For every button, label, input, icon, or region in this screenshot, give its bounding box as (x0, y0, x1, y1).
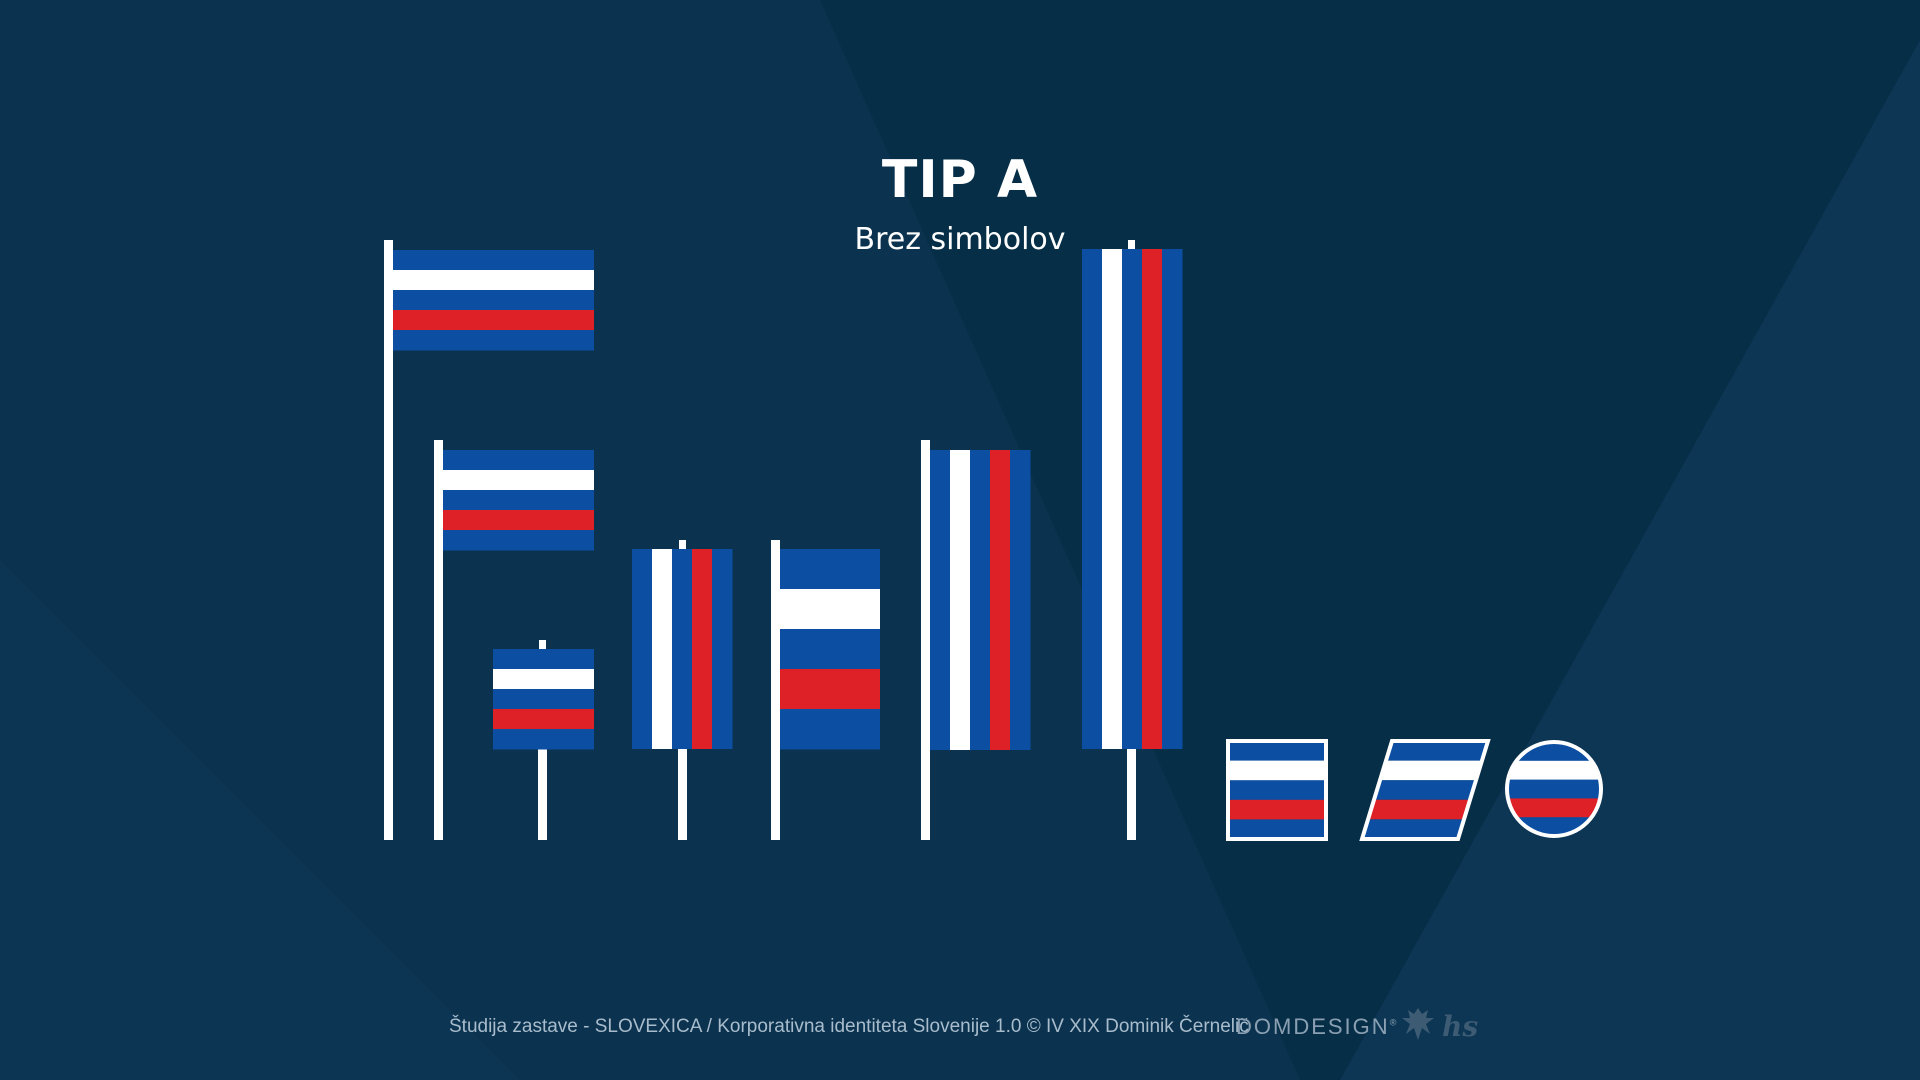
hs-logo: hs (1442, 1010, 1479, 1043)
stripe (443, 510, 594, 531)
stripe (990, 450, 1011, 750)
stripe (1142, 249, 1163, 749)
stripe (1386, 741, 1488, 761)
stripe (1380, 760, 1482, 781)
horizontal-flag-medium-pole (443, 450, 594, 551)
stripe (393, 290, 594, 311)
stripe (1507, 760, 1601, 781)
stripe (1228, 819, 1326, 840)
stripe (493, 689, 594, 710)
brand-name: DOMDESIGN (1236, 1014, 1390, 1039)
vertical-banner-small (632, 549, 733, 749)
stripe (443, 470, 594, 491)
domdesign-logo: DOMDESIGN® (1236, 1014, 1396, 1040)
stripe (493, 669, 594, 690)
stripe (393, 330, 594, 351)
pole-3-finial (539, 640, 546, 649)
stripe (1507, 742, 1601, 762)
pole-2 (434, 440, 443, 840)
stripe (712, 549, 733, 749)
stripe (393, 270, 594, 291)
stripe (780, 549, 880, 590)
stripe (780, 709, 880, 750)
flag-poles (384, 240, 1136, 840)
stripe (493, 649, 594, 670)
square-flag-badge (1226, 739, 1328, 841)
pole-7 (1127, 748, 1136, 840)
circle-flag-badge (1505, 740, 1603, 838)
stripe (1228, 780, 1326, 801)
pole-1 (384, 240, 393, 840)
pole-4 (678, 748, 687, 840)
stripe (780, 629, 880, 670)
stripe (393, 310, 594, 331)
stripe (1368, 799, 1470, 820)
badge-outline (1505, 740, 1603, 838)
page-title: TIP A (881, 150, 1039, 210)
stripe (443, 490, 594, 511)
pole-4-finial (679, 540, 686, 549)
stripe (1507, 798, 1601, 818)
vertical-banner-medium (930, 450, 1031, 750)
stripe (1122, 249, 1143, 749)
stripe (1374, 780, 1476, 800)
badge-outline (1359, 739, 1491, 841)
parallelogram-flag-badge (1359, 739, 1491, 841)
stripe (1162, 249, 1183, 749)
stripe (1228, 799, 1326, 820)
pole-3 (538, 748, 547, 840)
stripe (672, 549, 693, 749)
footer-credits: Študija zastave - SLOVEXICA / Korporativ… (449, 1016, 1249, 1037)
horizontal-small-banner (493, 649, 594, 750)
badge-outline (1226, 739, 1328, 841)
flag-shapes (393, 249, 1603, 841)
stripe (1082, 249, 1103, 749)
pole-7-finial (1128, 240, 1135, 249)
stripe (692, 549, 713, 749)
stripe (1102, 249, 1123, 749)
stripe (652, 549, 673, 749)
stripe (443, 450, 594, 471)
vertical-banner-tall (1082, 249, 1183, 749)
pole-5 (771, 540, 780, 840)
stripe (493, 709, 594, 730)
stripe (493, 729, 594, 750)
horizontal-side-banner (780, 549, 880, 750)
stripe (1507, 779, 1601, 799)
stripe (1362, 819, 1464, 839)
brand-mark: ® (1389, 1017, 1397, 1028)
stripe (632, 549, 653, 749)
horizontal-flag-tall-pole (393, 250, 594, 351)
stripe (1010, 450, 1031, 750)
stripe (930, 450, 951, 750)
stripe (970, 450, 991, 750)
stripe (393, 250, 594, 271)
stripe (950, 450, 971, 750)
stripe (1228, 760, 1326, 781)
stripe (780, 589, 880, 630)
pole-6 (921, 440, 930, 840)
page-subtitle: Brez simbolov (854, 222, 1066, 257)
eagle-emblem-icon (1402, 1008, 1434, 1040)
stripe (780, 669, 880, 710)
stripe (1228, 741, 1326, 762)
stripe (443, 530, 594, 551)
